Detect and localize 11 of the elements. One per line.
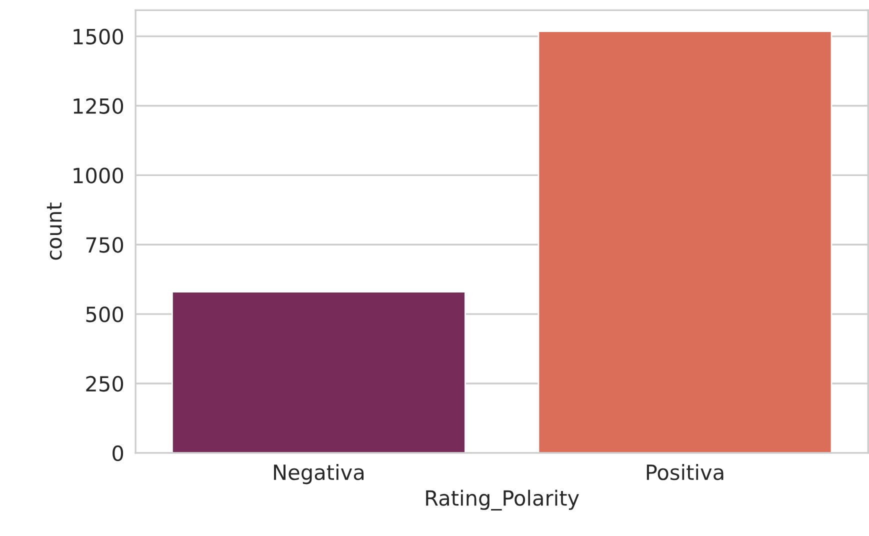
y-tick-label: 750 xyxy=(86,237,124,253)
y-tick-label: 0 xyxy=(112,445,124,462)
x-tick-label: Positiva xyxy=(646,464,724,480)
y-axis-title: count xyxy=(46,202,62,260)
y-tick-label: 1500 xyxy=(74,28,124,45)
y-tick-label: 1000 xyxy=(74,168,124,184)
y-tick-label: 1250 xyxy=(74,98,124,114)
y-tick-label: 500 xyxy=(86,306,124,322)
x-tick-label: Negativa xyxy=(274,464,364,484)
x-axis-title: Rating_Polarity xyxy=(426,490,579,510)
y-tick-label: 250 xyxy=(86,376,124,392)
